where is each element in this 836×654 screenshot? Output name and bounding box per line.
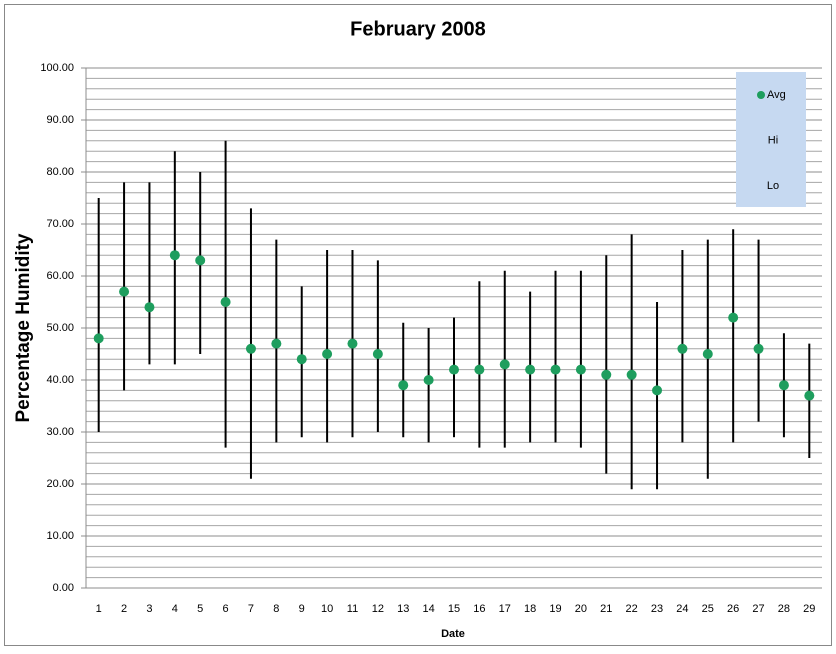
avg-marker xyxy=(169,250,180,261)
avg-marker xyxy=(449,364,459,375)
x-tick-label: 8 xyxy=(273,603,279,615)
avg-marker xyxy=(296,354,307,365)
avg-marker xyxy=(119,286,130,297)
y-tick-label: 50.00 xyxy=(46,322,74,334)
avg-marker xyxy=(195,255,206,266)
chart-title: February 2008 xyxy=(350,18,486,40)
x-tick-label: 23 xyxy=(651,603,663,615)
x-tick-label: 2 xyxy=(121,603,127,615)
avg-marker xyxy=(372,349,383,359)
x-tick-label: 26 xyxy=(727,603,739,615)
avg-marker xyxy=(220,297,231,307)
y-tick-label: 90.00 xyxy=(46,114,74,126)
y-tick-label: 10.00 xyxy=(46,530,74,542)
x-tick-label: 22 xyxy=(626,603,638,615)
avg-marker xyxy=(778,380,789,391)
avg-marker xyxy=(423,375,434,385)
y-tick-label: 40.00 xyxy=(46,374,74,386)
x-tick-label: 29 xyxy=(803,603,815,615)
x-tick-label: 3 xyxy=(146,603,152,615)
avg-marker xyxy=(525,364,536,375)
x-tick-label: 9 xyxy=(299,603,305,615)
y-axis-label: Percentage Humidity xyxy=(13,233,34,422)
avg-marker xyxy=(575,364,586,375)
y-tick-label: 70.00 xyxy=(46,218,74,230)
x-tick-label: 7 xyxy=(248,603,254,615)
x-tick-label: 11 xyxy=(347,603,358,615)
avg-marker xyxy=(499,359,510,370)
avg-marker xyxy=(474,364,485,375)
avg-marker xyxy=(398,380,409,391)
x-tick-label: 1 xyxy=(96,603,102,615)
avg-marker xyxy=(677,343,688,354)
x-tick-label: 18 xyxy=(524,603,536,615)
y-tick-label: 30.00 xyxy=(46,426,74,438)
avg-marker xyxy=(322,349,333,359)
legend-label: Lo xyxy=(767,180,779,192)
x-tick-label: 15 xyxy=(448,603,460,615)
x-tick-label: 10 xyxy=(321,603,333,615)
x-tick-label: 20 xyxy=(575,603,587,615)
avg-marker xyxy=(728,312,739,323)
chart-border xyxy=(4,4,832,646)
y-tick-label: 60.00 xyxy=(46,270,74,282)
x-tick-label: 14 xyxy=(422,603,434,615)
avg-marker xyxy=(804,390,815,401)
avg-marker xyxy=(652,385,663,396)
avg-marker xyxy=(601,369,612,380)
x-axis-label: Date xyxy=(441,628,465,640)
x-tick-label: 17 xyxy=(499,603,511,615)
y-tick-label: 80.00 xyxy=(46,166,74,178)
x-tick-label: 13 xyxy=(397,603,409,615)
x-tick-label: 12 xyxy=(372,603,384,615)
x-tick-label: 4 xyxy=(172,603,178,615)
avg-marker xyxy=(93,333,104,344)
avg-marker xyxy=(271,338,282,349)
x-tick-label: 28 xyxy=(778,603,790,615)
avg-marker xyxy=(753,343,764,354)
avg-marker xyxy=(702,349,713,359)
avg-marker xyxy=(144,302,155,313)
x-tick-label: 5 xyxy=(197,603,203,615)
x-tick-label: 27 xyxy=(752,603,764,615)
avg-marker xyxy=(347,338,358,349)
legend-label: Hi xyxy=(768,134,778,146)
avg-marker xyxy=(245,343,256,354)
y-tick-label: 0.00 xyxy=(53,582,74,594)
x-tick-label: 21 xyxy=(600,603,612,615)
x-tick-label: 25 xyxy=(702,603,714,615)
y-tick-label: 20.00 xyxy=(46,478,74,490)
legend-box xyxy=(736,72,806,207)
legend-label: Avg xyxy=(767,89,786,101)
x-tick-label: 19 xyxy=(549,603,561,615)
x-tick-label: 16 xyxy=(473,603,485,615)
x-tick-label: 6 xyxy=(223,603,229,615)
x-tick-label: 24 xyxy=(676,603,688,615)
avg-marker xyxy=(550,364,561,375)
y-tick-label: 100.00 xyxy=(40,62,74,74)
legend-marker xyxy=(757,91,765,99)
avg-marker xyxy=(626,369,637,380)
